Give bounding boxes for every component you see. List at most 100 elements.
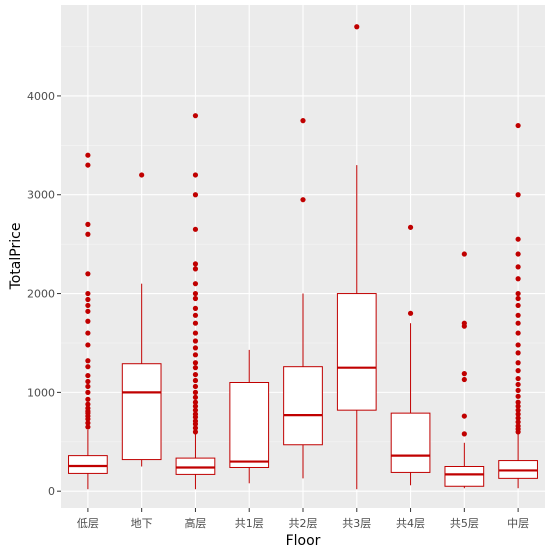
outlier-point [192,429,199,435]
outlier-point [192,281,199,287]
y-tick-label: 3000 [27,189,55,202]
outlier-point [515,360,521,366]
outlier-point [85,364,91,370]
y-tick-label: 0 [48,485,55,498]
outlier-point [461,371,467,377]
box-group [336,24,377,490]
outlier-point [85,271,91,277]
outlier-point [192,113,199,119]
outlier-point [85,405,91,411]
outlier-point [354,24,360,30]
y-tick-label: 4000 [27,90,55,103]
outlier-point [85,162,91,168]
outlier-point [515,251,521,257]
outlier-point [515,350,521,356]
x-tick-label: 共2层 [289,517,318,530]
outlier-point [515,276,521,282]
outlier-point [515,411,521,417]
outlier-point [300,118,306,124]
outlier-point [192,418,199,424]
outlier-point [461,251,467,257]
y-axis: 0 1000 2000 3000 4000 [27,90,61,498]
outlier-point [192,295,199,302]
x-tick-label: 共4层 [396,517,425,530]
outlier-point [85,342,91,348]
outlier-point [192,425,199,431]
iqr-box [336,293,377,411]
box-group [68,152,108,490]
outlier-point [85,296,91,303]
outlier-point [515,312,521,318]
x-tick-label: 低层 [77,517,99,530]
outlier-point [407,310,414,316]
outlier-point [192,371,199,378]
outlier-point [85,396,91,402]
outlier-point [192,365,199,371]
x-axis: 低层 地下 高层 共1层 共2层 共3层 共4层 共5层 中层 [77,508,529,530]
outlier-point [515,393,521,399]
iqr-box [283,366,323,446]
iqr-box [444,465,485,487]
x-tick-label: 共3层 [342,517,371,530]
outlier-point [515,368,521,374]
outlier-point [85,290,91,297]
outlier-point [192,383,199,390]
box-group [121,172,162,467]
outlier-point [85,420,91,426]
outlier-point [515,192,521,198]
outlier-point [192,389,199,395]
outlier-point [515,342,521,348]
outlier-point [192,172,199,178]
outlier-point [85,372,91,379]
outlier-point [515,290,521,297]
outlier-point [192,312,199,318]
iqr-box [121,363,162,461]
box-group [498,122,538,489]
x-tick-label: 地下 [131,517,153,530]
outlier-point [515,122,521,129]
box-group [229,349,270,484]
box-group [283,118,323,479]
outlier-point [515,419,521,425]
outlier-point [192,226,199,232]
outlier-point [192,352,199,358]
outlier-point [85,358,91,364]
box-group [444,251,485,489]
outlier-point [192,192,199,198]
outlier-point [192,394,199,400]
outlier-point [85,424,91,430]
outlier-point [515,381,521,388]
outlier-point [515,399,521,405]
outlier-point [461,431,467,437]
outlier-point [85,389,91,395]
y-tick-label: 2000 [27,288,55,301]
box-group [390,224,431,486]
outlier-point [515,387,521,394]
outlier-point [192,305,199,311]
y-tick-label: 1000 [27,386,55,399]
iqr-box [229,381,270,468]
x-tick-label: 共5层 [450,517,479,530]
outlier-point [407,224,414,230]
outlier-point [515,295,521,302]
outlier-point [192,399,199,405]
outlier-point [461,376,467,383]
outlier-point [85,401,91,407]
outlier-point [192,290,199,297]
x-tick-label: 中层 [507,517,529,530]
outlier-point [85,231,91,237]
outlier-point [85,308,91,314]
outlier-point [515,330,521,336]
outlier-point [85,152,91,158]
outlier-point [192,411,199,417]
iqr-box [68,455,108,474]
outlier-point [192,330,199,336]
outlier-point [85,378,91,385]
outlier-point [515,423,521,429]
outlier-point [515,320,521,326]
outlier-point [192,338,199,344]
x-tick-label: 共1层 [235,517,264,530]
outlier-point [461,320,467,326]
outlier-point [192,261,199,267]
